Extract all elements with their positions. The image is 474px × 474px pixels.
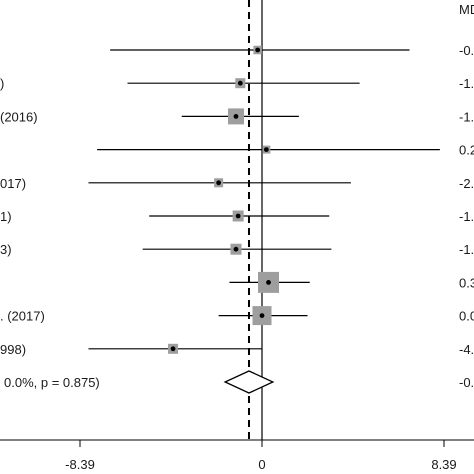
point-estimate <box>266 280 271 285</box>
point-estimate <box>259 313 265 318</box>
effect-value: -1. <box>459 209 474 224</box>
study-row: 017) -2. <box>0 176 474 191</box>
effect-value: 0.3 <box>459 275 474 290</box>
point-estimate <box>216 180 222 186</box>
effect-value: -1. <box>459 242 474 257</box>
point-estimate <box>235 213 241 219</box>
x-tick-label: 0 <box>258 457 265 472</box>
study-row: 3) -1. <box>0 242 474 257</box>
study-label: 1) <box>0 209 12 224</box>
effect-value: -1. <box>459 76 474 91</box>
x-tick-label: 8.39 <box>431 457 456 472</box>
study-row: 0.3 <box>229 271 474 293</box>
effect-value: -2. <box>459 176 474 191</box>
point-estimate <box>237 80 243 86</box>
effect-value: -1. <box>459 109 474 124</box>
overall-diamond <box>223 370 275 394</box>
effect-value: 0.2 <box>459 143 474 158</box>
overall-label: 0.0%, p = 0.875) <box>4 375 100 390</box>
study-row: . (2017) 0.0 <box>0 306 474 326</box>
overall-row: 0.0%, p = 0.875) -0. <box>4 370 474 394</box>
overall-value: -0. <box>459 375 474 390</box>
study-label: 017) <box>0 176 26 191</box>
study-row: (2016) -1. <box>0 108 474 125</box>
effect-header: MD <box>459 2 474 17</box>
study-rows: -0.) -1. (2016) -1. 0.2 017) -2. 1) -1. 3) -1. 0.3.… <box>0 0 474 440</box>
study-row: 998) -4. <box>0 342 474 357</box>
x-axis-ticks: -8.39 0 8.39 <box>65 440 457 472</box>
point-estimate <box>263 147 269 153</box>
study-row: 0.2 <box>97 143 474 158</box>
study-label: 3) <box>0 242 12 257</box>
point-estimate <box>233 246 239 252</box>
effect-value: -0. <box>459 43 474 58</box>
study-row: 1) -1. <box>0 209 474 224</box>
effect-value: -4. <box>459 342 474 357</box>
effect-value: 0.0 <box>459 309 474 324</box>
study-label: 998) <box>0 342 26 357</box>
study-label: . (2017) <box>0 309 45 324</box>
study-row: ) -1. <box>0 76 474 91</box>
point-estimate <box>233 114 239 119</box>
point-estimate <box>255 47 261 53</box>
study-label: ) <box>0 76 4 91</box>
study-row: -0. <box>110 43 474 58</box>
point-estimate <box>170 346 176 352</box>
study-label: (2016) <box>0 109 38 124</box>
x-tick-label: -8.39 <box>65 457 95 472</box>
